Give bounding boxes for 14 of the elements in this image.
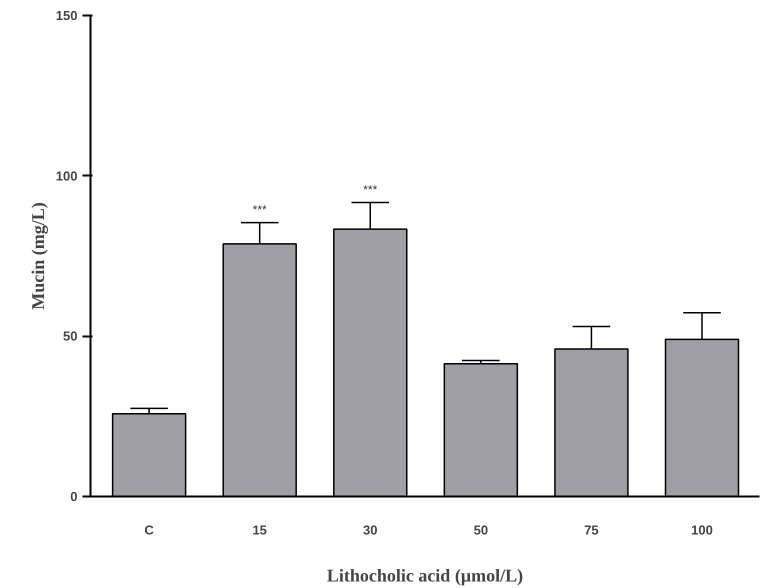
y-tick-label: 50 — [63, 328, 78, 344]
y-axis-title: Mucin (mg/L) — [28, 202, 48, 310]
annotation: *** — [252, 202, 268, 217]
x-tick-label: 100 — [691, 522, 713, 538]
x-tick-label: 15 — [252, 522, 267, 538]
annotation: *** — [363, 182, 378, 196]
x-tick-label: C — [144, 522, 154, 538]
x-tick-label: 50 — [474, 522, 488, 538]
y-tick-label: 100 — [56, 168, 78, 184]
x-axis-title: Lithocholic acid (µmol/L) — [326, 566, 524, 586]
x-tick-label: 30 — [363, 522, 378, 538]
x-tick-label: 75 — [584, 522, 599, 538]
y-tick-label: 150 — [56, 8, 78, 23]
y-tick-label: 0 — [70, 489, 78, 504]
